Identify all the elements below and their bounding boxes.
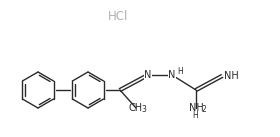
Text: H: H [192, 112, 198, 121]
Text: HCl: HCl [108, 9, 128, 22]
Text: N: N [168, 70, 176, 80]
Text: H: H [177, 66, 183, 75]
Text: 3: 3 [142, 105, 146, 113]
Text: N: N [144, 70, 152, 80]
Text: CH: CH [129, 103, 143, 113]
Text: NH: NH [224, 71, 239, 81]
Text: NH: NH [189, 103, 203, 113]
Text: 2: 2 [202, 105, 206, 113]
